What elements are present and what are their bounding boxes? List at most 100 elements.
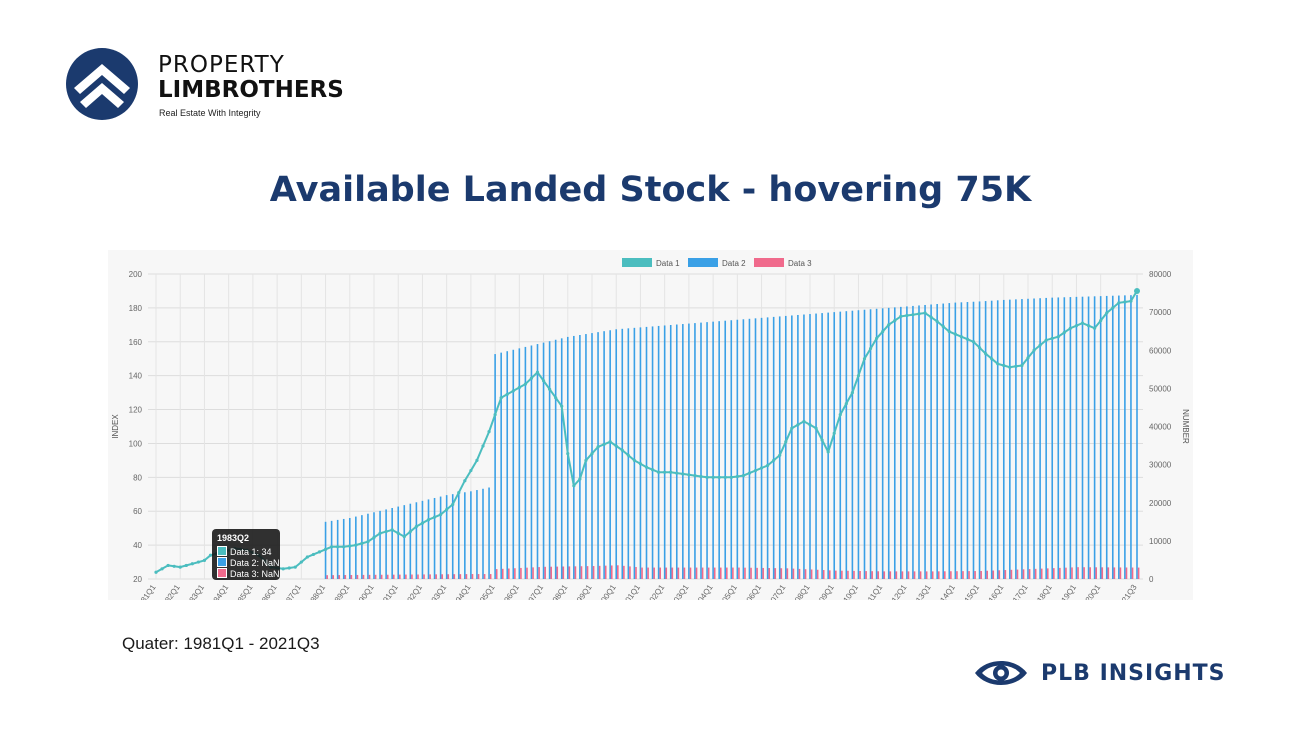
y-tick-label: 80 bbox=[133, 473, 142, 482]
data3-bar bbox=[895, 571, 898, 579]
data2-bar bbox=[760, 317, 763, 579]
data1-point bbox=[899, 314, 903, 318]
data2-bar bbox=[966, 302, 969, 579]
data2-bar bbox=[445, 495, 448, 579]
data1-point bbox=[420, 521, 425, 525]
data3-bar bbox=[508, 568, 510, 579]
data1-point bbox=[166, 563, 170, 568]
data2-bar bbox=[1027, 298, 1029, 579]
data3-bar bbox=[786, 568, 789, 579]
data2-bar bbox=[778, 316, 781, 579]
data1-point bbox=[838, 413, 842, 417]
data2-bar bbox=[682, 324, 684, 579]
data1-point bbox=[535, 370, 540, 374]
data3-bar bbox=[1077, 567, 1079, 579]
data2-bar bbox=[530, 345, 533, 579]
y2-tick-label: 60000 bbox=[1149, 346, 1172, 355]
data2-bar bbox=[464, 492, 466, 579]
tooltip-row: Data 2: NaN bbox=[217, 557, 280, 568]
data2-bar bbox=[797, 314, 799, 579]
data2-bar bbox=[906, 306, 908, 579]
data1-point bbox=[396, 531, 400, 535]
data1-point bbox=[753, 468, 758, 473]
data2-bar bbox=[1075, 296, 1078, 579]
data2-bar bbox=[1021, 299, 1023, 579]
landed-stock-chart: 200 180 160 140 120 100 80 60 40 20 80000 70000 6000… bbox=[111, 258, 1190, 600]
data2-bar bbox=[342, 518, 345, 579]
data1-point bbox=[1123, 300, 1127, 304]
data1-point bbox=[330, 545, 334, 549]
x-tick-label: 2013Q1 bbox=[909, 583, 933, 600]
data3-bar bbox=[738, 567, 740, 579]
data2-bar bbox=[518, 348, 521, 579]
data1-point bbox=[1080, 321, 1085, 325]
data2-bar bbox=[1111, 295, 1114, 579]
data3-bar bbox=[901, 571, 904, 579]
data3-bar bbox=[629, 566, 631, 579]
data1-point bbox=[766, 463, 770, 468]
data2-bar bbox=[942, 303, 945, 579]
data3-bar bbox=[417, 574, 419, 579]
x-tick-label: 2012Q1 bbox=[885, 583, 909, 600]
data1-point bbox=[299, 560, 303, 564]
data1-point bbox=[190, 562, 194, 566]
x-tick-label: 2006Q1 bbox=[739, 583, 763, 600]
x-tick-label: 1991Q1 bbox=[376, 583, 400, 600]
data3-bar bbox=[744, 567, 746, 579]
data1-point bbox=[657, 470, 661, 474]
data1-point bbox=[317, 550, 322, 554]
data2-bar bbox=[579, 335, 581, 579]
x-tick-label: 1989Q1 bbox=[328, 583, 352, 600]
data3-bar bbox=[980, 570, 982, 579]
data3-bar bbox=[356, 574, 359, 579]
x-tick-label: 2017Q1 bbox=[1006, 583, 1030, 600]
data3-bar bbox=[556, 566, 559, 579]
data1-point bbox=[747, 471, 752, 475]
data3-bar bbox=[635, 566, 637, 579]
data1-point bbox=[354, 543, 358, 547]
data1-point bbox=[505, 392, 509, 396]
data1-point bbox=[160, 567, 164, 571]
data3-bar bbox=[774, 568, 777, 579]
data2-bar bbox=[451, 494, 454, 579]
data2-bar bbox=[627, 328, 630, 579]
data3-bar bbox=[659, 567, 662, 579]
data2-bar bbox=[893, 307, 896, 579]
y-tick-label: 20 bbox=[133, 575, 142, 584]
data1-point bbox=[784, 440, 788, 444]
data1-point bbox=[590, 452, 594, 456]
data2-bar bbox=[960, 302, 963, 579]
data2-bar bbox=[494, 354, 496, 579]
data1-point bbox=[663, 470, 667, 474]
data2-bar bbox=[712, 321, 714, 579]
data2-bar bbox=[554, 339, 557, 579]
data2-bar bbox=[433, 497, 436, 579]
data3-bar bbox=[483, 574, 486, 579]
data1-point bbox=[499, 396, 503, 400]
data3-bar bbox=[332, 575, 335, 579]
data3-bar bbox=[750, 567, 752, 579]
data1-point bbox=[323, 547, 328, 551]
y2-axis-title: NUMBER bbox=[1181, 409, 1190, 444]
data1-point bbox=[311, 552, 316, 557]
data1-point bbox=[554, 396, 558, 400]
data1-point bbox=[1008, 365, 1012, 369]
data1-point bbox=[342, 545, 346, 549]
data1-point bbox=[529, 376, 534, 380]
data2-bar bbox=[348, 518, 351, 579]
data1-point bbox=[202, 558, 207, 562]
data1-point bbox=[1134, 287, 1140, 294]
data3-bar bbox=[707, 567, 710, 579]
data3-bar bbox=[732, 567, 734, 579]
data2-bar bbox=[1093, 296, 1096, 579]
data2-bar bbox=[1087, 296, 1090, 579]
data1-point bbox=[1056, 335, 1060, 339]
data2-bar bbox=[887, 307, 890, 579]
data1-point bbox=[650, 468, 655, 472]
data1-point bbox=[548, 387, 552, 391]
data1-point bbox=[439, 513, 443, 517]
x-tick-label: 1998Q1 bbox=[546, 583, 570, 600]
data1-point bbox=[1026, 356, 1030, 360]
data1-point bbox=[1074, 324, 1079, 328]
data2-bar bbox=[1069, 297, 1072, 579]
